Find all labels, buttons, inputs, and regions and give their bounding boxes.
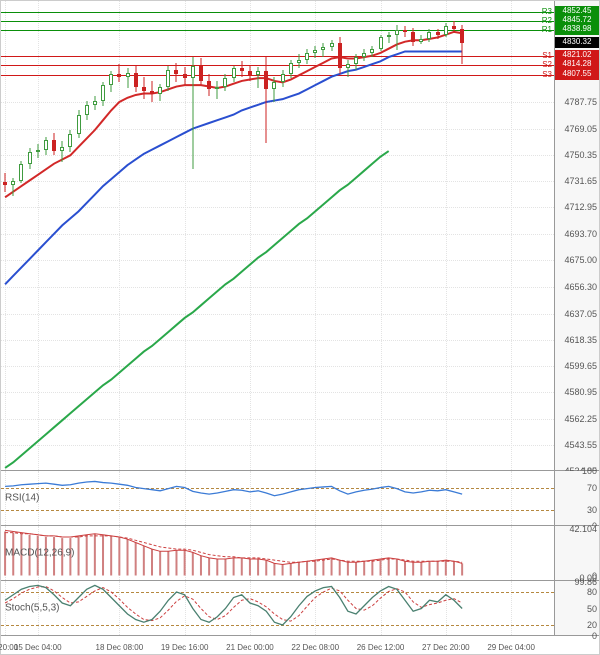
price-ytick: 4580.95 bbox=[564, 387, 597, 397]
macd-label: MACD(12,26,9) bbox=[5, 548, 74, 559]
level-price-box: 4838.98 bbox=[555, 24, 599, 35]
time-tick: 15 Dec 04:00 bbox=[14, 643, 62, 652]
price-ytick: 4675.00 bbox=[564, 255, 597, 265]
indicator-ytick: 80 bbox=[587, 587, 597, 597]
time-tick: 29 Dec 04:00 bbox=[487, 643, 535, 652]
price-ytick: 4656.30 bbox=[564, 282, 597, 292]
time-tick: 26 Dec 12:00 bbox=[357, 643, 405, 652]
time-tick: 18 Dec 08:00 bbox=[96, 643, 144, 652]
price-ytick: 4618.35 bbox=[564, 335, 597, 345]
price-yaxis: 4524.854543.554562.254580.954599.654618.… bbox=[554, 1, 599, 470]
price-ytick: 4787.75 bbox=[564, 97, 597, 107]
stoch-panel: Stoch(5,5,3) 99.868050200 bbox=[1, 581, 599, 636]
price-plot-area[interactable]: R3R2R1S1S2S3 bbox=[1, 1, 554, 470]
indicator-ytick: 42.104 bbox=[569, 524, 597, 534]
rsi-plot-area[interactable] bbox=[1, 471, 554, 525]
time-tick: 27 Dec 20:00 bbox=[422, 643, 470, 652]
stoch-yaxis: 99.868050200 bbox=[554, 581, 599, 635]
macd-panel: MACD(12,26,9) 42.10400.00 bbox=[1, 526, 599, 581]
time-tick: 19 Dec 16:00 bbox=[161, 643, 209, 652]
rsi-label: RSI(14) bbox=[5, 493, 39, 504]
macd-plot-area[interactable] bbox=[1, 526, 554, 580]
price-ytick: 4769.05 bbox=[564, 124, 597, 134]
current-price-box: 4830.32 bbox=[555, 37, 599, 48]
indicator-ytick: 20 bbox=[587, 620, 597, 630]
price-ytick: 4543.55 bbox=[564, 440, 597, 450]
price-ytick: 4712.95 bbox=[564, 202, 597, 212]
rsi-yaxis: 10070300 bbox=[554, 471, 599, 525]
macd-yaxis: 42.10400.00 bbox=[554, 526, 599, 580]
rsi-panel: RSI(14) 10070300 bbox=[1, 471, 599, 526]
time-tick: 22 Dec 08:00 bbox=[291, 643, 339, 652]
price-ytick: 4731.65 bbox=[564, 176, 597, 186]
price-ytick: 4693.70 bbox=[564, 229, 597, 239]
price-ytick: 4750.35 bbox=[564, 150, 597, 160]
indicator-ytick: 100 bbox=[582, 466, 597, 476]
trading-chart: R3R2R1S1S2S3 4524.854543.554562.254580.9… bbox=[0, 0, 600, 655]
price-ytick: 4637.05 bbox=[564, 309, 597, 319]
level-price-box: 4807.55 bbox=[555, 69, 599, 80]
time-tick: 21 Dec 00:00 bbox=[226, 643, 274, 652]
indicator-ytick: 70 bbox=[587, 483, 597, 493]
stoch-plot-area[interactable] bbox=[1, 581, 554, 635]
indicator-ytick: 50 bbox=[587, 604, 597, 614]
indicator-ytick: 30 bbox=[587, 505, 597, 515]
price-panel: R3R2R1S1S2S3 4524.854543.554562.254580.9… bbox=[1, 1, 599, 471]
indicator-ytick: 99.86 bbox=[574, 577, 597, 587]
stoch-label: Stoch(5,5,3) bbox=[5, 603, 59, 614]
time-axis: c 20:0015 Dec 04:0018 Dec 08:0019 Dec 16… bbox=[1, 636, 599, 654]
price-ytick: 4599.65 bbox=[564, 361, 597, 371]
price-ytick: 4562.25 bbox=[564, 414, 597, 424]
